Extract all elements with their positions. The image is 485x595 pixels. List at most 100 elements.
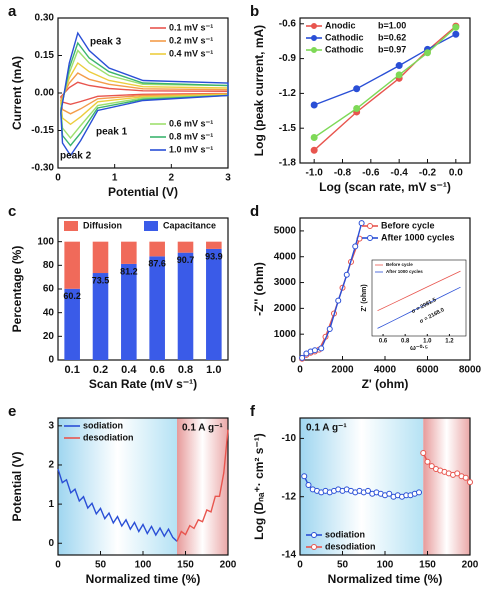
y-tick-label: 100 <box>37 236 54 247</box>
series-line <box>60 31 229 157</box>
bar-segment <box>206 248 222 360</box>
y-axis-label: Percentage (%) <box>10 246 24 333</box>
x-tick-label: 0.4 <box>121 364 137 376</box>
y-tick-label: 1 <box>48 499 54 510</box>
x-tick-label: 8000 <box>459 365 482 376</box>
legend-label: 0.2 mV s⁻¹ <box>169 35 213 45</box>
phase-background <box>300 418 424 555</box>
x-axis-label: Potential (V) <box>108 185 178 199</box>
data-point <box>395 62 403 70</box>
series-line <box>57 468 178 542</box>
legend-marker <box>367 223 373 229</box>
y-tick-label: -0.30 <box>31 163 54 174</box>
data-point <box>305 482 312 489</box>
y-tick-label: 1000 <box>274 329 297 340</box>
legend-label: desodiation <box>325 541 376 551</box>
panel-label: f <box>250 403 256 420</box>
data-point <box>420 449 427 456</box>
y-tick-label: -0.9 <box>279 53 297 64</box>
data-point <box>310 146 318 154</box>
plot-frame <box>371 259 467 337</box>
x-tick-label: 0 <box>55 560 61 571</box>
data-point <box>318 345 325 352</box>
legend-label: After 1000 cycles <box>386 269 423 274</box>
y-tick-label: 0.00 <box>35 88 55 99</box>
y-tick-label: -0.6 <box>279 18 297 29</box>
x-tick-label: -0.6 <box>362 168 380 179</box>
legend-marker <box>367 235 373 241</box>
data-point <box>358 220 365 227</box>
y-tick-label: 0.15 <box>35 50 55 61</box>
x-axis-label: Scan Rate (mV s⁻¹) <box>89 377 197 391</box>
legend-label: Diffusion <box>83 220 122 230</box>
y-tick-label: 4000 <box>274 251 297 262</box>
legend-swatch <box>64 221 78 231</box>
bar-segment <box>121 263 137 360</box>
x-tick-label: 0.0 <box>449 168 463 179</box>
y-tick-label: -1.2 <box>279 88 297 99</box>
x-tick-label: 6000 <box>416 365 439 376</box>
x-tick-label: -0.4 <box>391 168 409 179</box>
x-tick-label: 0.1 <box>65 364 80 376</box>
y-tick-label: 0 <box>290 355 296 366</box>
plot-frame <box>299 17 471 164</box>
x-tick-label: 150 <box>419 560 436 571</box>
data-point <box>424 458 431 465</box>
data-point <box>310 101 318 109</box>
legend-marker <box>311 47 317 53</box>
legend-label: Cathodic <box>325 44 364 54</box>
x-tick-label: 0.6 <box>379 339 388 345</box>
bar-segment <box>206 241 222 249</box>
series-line <box>377 286 461 329</box>
x-tick-label: 50 <box>337 560 349 571</box>
legend-label: 0.8 mV s⁻¹ <box>169 131 213 141</box>
phase-background <box>423 418 470 555</box>
data-point <box>326 326 333 333</box>
annotation: peak 3 <box>90 37 122 48</box>
bar-value-label: 87.6 <box>148 259 166 269</box>
bar-segment <box>149 256 165 360</box>
y-tick-label: 40 <box>43 307 55 318</box>
legend-label: desodiation <box>83 432 134 442</box>
y-tick-label: 2000 <box>274 303 297 314</box>
x-tick-label: 50 <box>95 560 107 571</box>
legend-label: sodiation <box>83 420 123 430</box>
y-tick-label: -0.15 <box>31 125 54 136</box>
x-tick-label: 0.2 <box>93 364 108 376</box>
x-tick-label: 200 <box>220 560 237 571</box>
legend-label: sodiation <box>325 529 365 539</box>
bar-value-label: 81.2 <box>120 266 138 276</box>
x-tick-label: 3 <box>225 173 231 184</box>
bar-segment <box>149 241 165 257</box>
data-point <box>462 474 469 481</box>
legend-marker <box>311 532 317 538</box>
panel-label: e <box>8 403 16 420</box>
data-point <box>386 490 393 497</box>
bar-value-label: 73.5 <box>92 275 110 285</box>
x-tick-label: 0 <box>55 173 61 184</box>
y-tick-label: -1.5 <box>279 123 297 134</box>
x-tick-label: 0.8 <box>401 339 410 345</box>
legend-marker <box>311 23 317 29</box>
data-point <box>353 104 361 112</box>
data-point <box>310 133 318 141</box>
bar-segment <box>92 273 109 360</box>
data-point <box>299 354 306 361</box>
x-tick-label: 2 <box>169 173 175 184</box>
bar-value-label: 60.2 <box>63 291 81 301</box>
phase-background <box>177 418 228 555</box>
x-tick-label: 100 <box>377 560 394 571</box>
y-tick-label: 0 <box>48 538 54 549</box>
data-point <box>467 479 473 486</box>
x-tick-label: -0.8 <box>334 168 352 179</box>
legend-b-value: b=0.97 <box>378 44 406 54</box>
y-axis-label: Z' (ohm) <box>361 284 368 311</box>
x-axis-label: ω⁻⁰·⁵ <box>410 344 428 352</box>
x-tick-label: 1.0 <box>423 339 432 345</box>
data-point <box>301 473 308 480</box>
y-tick-label: -10 <box>282 433 297 444</box>
legend-label: 0.6 mV s⁻¹ <box>169 118 213 128</box>
y-tick-label: 2 <box>48 460 54 471</box>
y-tick-label: 60 <box>43 284 55 295</box>
